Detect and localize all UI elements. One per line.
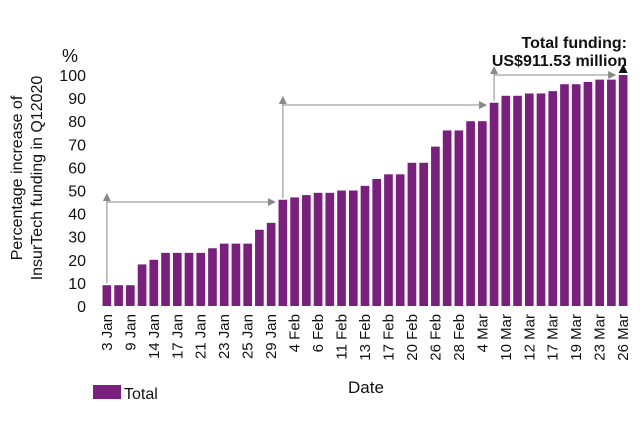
annotation-title: Total funding: bbox=[522, 35, 627, 52]
x-tick-label: 20 Feb bbox=[404, 314, 421, 361]
y-axis-unit: % bbox=[62, 46, 78, 66]
bar bbox=[172, 252, 182, 306]
x-tick-label: 17 Mar bbox=[545, 314, 562, 361]
bar bbox=[419, 162, 429, 306]
y-tick-label: 30 bbox=[68, 230, 86, 247]
y-tick-label: 70 bbox=[68, 137, 86, 154]
bar bbox=[571, 84, 581, 307]
x-tick-label: 17 Jan bbox=[169, 314, 186, 359]
x-tick-label: 9 Jan bbox=[122, 314, 139, 351]
bar bbox=[431, 146, 440, 306]
bar bbox=[548, 91, 558, 306]
bar bbox=[337, 190, 346, 306]
bar bbox=[372, 178, 382, 306]
x-tick-label: 23 Jan bbox=[216, 314, 233, 359]
y-tick-label: 50 bbox=[68, 184, 86, 201]
bar bbox=[513, 95, 522, 306]
bar bbox=[501, 95, 511, 306]
y-tick-label: 100 bbox=[59, 68, 86, 85]
bar bbox=[243, 243, 253, 306]
legend-label: Total bbox=[124, 386, 158, 403]
bar bbox=[161, 252, 170, 306]
x-tick-label: 21 Jan bbox=[193, 314, 210, 359]
x-tick-label: 4 Feb bbox=[287, 314, 304, 352]
y-tick-label: 90 bbox=[68, 91, 86, 108]
x-tick-label: 17 Feb bbox=[380, 314, 397, 361]
bar bbox=[536, 93, 546, 306]
bar bbox=[618, 75, 628, 306]
y-ticks-layer: 0 10 20 30 40 50 60 70 80 90 100 bbox=[59, 68, 86, 316]
bar bbox=[454, 130, 464, 306]
bar bbox=[219, 243, 229, 306]
x-tick-label: 28 Feb bbox=[451, 314, 468, 361]
bar bbox=[466, 121, 475, 306]
y-tick-label: 80 bbox=[68, 114, 86, 131]
bar bbox=[266, 222, 276, 306]
x-tick-label: 25 Jan bbox=[240, 314, 257, 359]
x-tick-label: 14 Jan bbox=[146, 314, 163, 359]
annotation-value: US$911.53 million bbox=[492, 53, 627, 70]
bars-layer bbox=[102, 75, 628, 307]
y-tick-label: 40 bbox=[68, 207, 86, 224]
bar bbox=[149, 259, 159, 306]
bar bbox=[231, 243, 241, 306]
bar bbox=[607, 79, 616, 307]
bar bbox=[196, 252, 206, 306]
legend-swatch bbox=[93, 385, 121, 399]
bar bbox=[407, 162, 417, 306]
x-tick-label: 23 Mar bbox=[592, 314, 609, 361]
x-tick-label: 4 Mar bbox=[474, 314, 491, 352]
bar bbox=[301, 195, 311, 306]
bar bbox=[583, 81, 593, 307]
bar bbox=[384, 174, 393, 306]
bar bbox=[360, 185, 370, 306]
x-tick-label: 26 Feb bbox=[427, 314, 444, 361]
bar bbox=[595, 79, 605, 307]
bar bbox=[477, 121, 487, 306]
x-tick-label: 3 Jan bbox=[99, 314, 116, 351]
bar bbox=[184, 252, 194, 306]
bar bbox=[325, 192, 335, 306]
y-tick-label: 10 bbox=[68, 276, 86, 293]
x-tick-label: 19 Mar bbox=[568, 314, 585, 361]
bar bbox=[348, 190, 358, 306]
x-tick-label: 13 Feb bbox=[357, 314, 374, 361]
y-axis-label-line2: InsurTech funding in Q12020 bbox=[29, 76, 46, 281]
y-tick-label: 20 bbox=[68, 253, 86, 270]
arrows-layer bbox=[102, 64, 628, 284]
x-tick-label: 10 Mar bbox=[498, 314, 515, 361]
x-tick-label: 11 Feb bbox=[334, 314, 351, 360]
bar bbox=[560, 84, 569, 307]
x-tick-label: 12 Mar bbox=[521, 314, 538, 361]
bar bbox=[125, 285, 135, 306]
y-axis-label-line1: Percentage increase of bbox=[9, 95, 26, 260]
bar bbox=[114, 285, 123, 306]
bar bbox=[313, 192, 323, 306]
x-tick-label: 6 Feb bbox=[310, 314, 327, 352]
bar bbox=[102, 285, 112, 306]
bar bbox=[489, 102, 499, 306]
bar bbox=[442, 130, 452, 306]
x-tick-label: 26 Mar bbox=[615, 314, 632, 361]
y-tick-label: 0 bbox=[77, 299, 86, 316]
bar bbox=[290, 197, 299, 306]
bar bbox=[255, 229, 264, 306]
x-axis-label: Date bbox=[348, 378, 384, 397]
bar bbox=[395, 174, 405, 306]
bar bbox=[208, 248, 217, 306]
bar bbox=[524, 93, 534, 306]
y-tick-label: 60 bbox=[68, 160, 86, 177]
x-ticks-layer: 3 Jan 9 Jan 14 Jan 17 Jan 21 Jan 23 Jan 25 Jan… bbox=[99, 314, 632, 361]
bar bbox=[137, 264, 147, 306]
x-tick-label: 29 Jan bbox=[263, 314, 280, 359]
bar bbox=[278, 199, 288, 306]
